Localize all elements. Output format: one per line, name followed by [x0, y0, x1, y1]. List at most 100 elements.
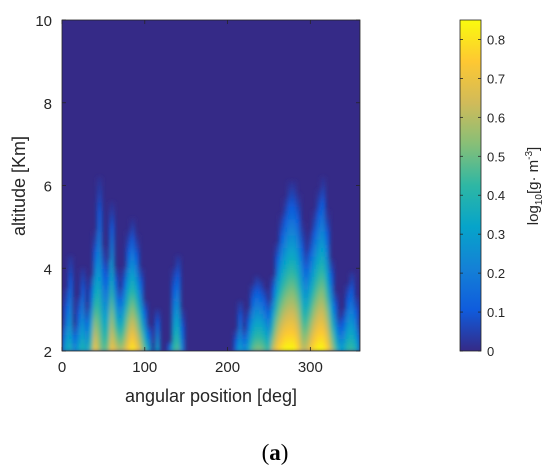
heatmap-cell: [258, 293, 264, 298]
heatmap-cell: [304, 251, 309, 257]
heatmap-cell: [242, 342, 247, 348]
heatmap-cell: [250, 305, 256, 311]
heatmap-cell: [291, 226, 297, 232]
heatmap-cell: [328, 284, 334, 290]
heatmap-cell: [312, 247, 318, 253]
heatmap-cell: [262, 317, 268, 323]
heatmap-cell: [126, 276, 131, 282]
heatmap-cell: [299, 309, 305, 315]
heatmap-cell: [328, 309, 334, 315]
heatmap-cell: [138, 268, 144, 273]
heatmap-cell: [291, 218, 297, 224]
heatmap-cell: [345, 330, 351, 336]
heatmap-cell: [308, 259, 314, 265]
heatmap-cell: [266, 326, 272, 331]
heatmap-cell: [283, 255, 289, 261]
heatmap-cell: [233, 338, 239, 344]
heatmap-cell: [117, 313, 123, 319]
heatmap-cell: [308, 255, 314, 261]
heatmap-cell: [308, 280, 314, 286]
heatmap-cell: [312, 280, 318, 286]
heatmap-cell: [68, 334, 73, 340]
heatmap-cell: [271, 288, 276, 294]
heatmap-cell: [308, 288, 314, 294]
heatmap-cell: [109, 202, 115, 207]
heatmap-cell: [283, 231, 289, 236]
heatmap-cell: [138, 313, 144, 319]
heatmap-cell: [80, 334, 86, 340]
heatmap-cell: [299, 251, 305, 257]
heatmap-cell: [146, 342, 152, 348]
heatmap-cell: [316, 280, 322, 286]
heatmap-cell: [271, 338, 276, 344]
heatmap-cell: [299, 305, 305, 311]
heatmap-cell: [68, 288, 73, 294]
heatmap-cell: [113, 346, 119, 351]
heatmap-cell: [93, 326, 98, 331]
heatmap-cell: [304, 346, 309, 351]
heatmap-cell: [109, 210, 115, 216]
heatmap-cell: [295, 317, 301, 323]
heatmap-cell: [349, 338, 355, 344]
heatmap-cell: [258, 301, 264, 307]
heatmap-cell: [328, 334, 334, 340]
heatmap-cell: [299, 222, 305, 228]
heatmap-cell: [283, 214, 289, 220]
heatmap-cell: [246, 330, 251, 336]
heatmap-cell: [175, 268, 181, 273]
heatmap-cell: [328, 276, 334, 282]
heatmap-cell: [275, 322, 280, 327]
heatmap-cell: [353, 305, 359, 311]
heatmap-cell: [250, 330, 256, 336]
heatmap-cell: [275, 284, 280, 290]
heatmap-cell: [64, 288, 69, 294]
heatmap-cell: [62, 346, 65, 351]
heatmap-cell: [283, 268, 289, 273]
heatmap-cell: [324, 334, 330, 340]
heatmap-cell: [134, 243, 140, 249]
heatmap-cell: [291, 193, 297, 199]
heatmap-cell: [275, 247, 280, 253]
heatmap-cell: [68, 346, 73, 351]
heatmap-cell: [134, 276, 140, 282]
heatmap-cell: [324, 293, 330, 298]
heatmap-cell: [262, 313, 268, 319]
heatmap-cell: [117, 317, 123, 323]
heatmap-cell: [130, 322, 136, 327]
heatmap-cell: [283, 342, 289, 348]
heatmap-cell: [109, 330, 115, 336]
heatmap-cell: [316, 309, 322, 315]
heatmap-cell: [242, 338, 247, 344]
heatmap-cell: [316, 317, 322, 323]
heatmap-cell: [254, 280, 260, 286]
heatmap-cell: [349, 288, 355, 294]
heatmap-cell: [155, 309, 160, 315]
heatmap-cell: [328, 259, 334, 265]
heatmap-cell: [126, 259, 131, 265]
heatmap-cell: [316, 239, 322, 245]
heatmap-cell: [72, 346, 78, 351]
heatmap-cell: [179, 317, 185, 323]
heatmap-cell: [349, 322, 355, 327]
heatmap-cell: [76, 317, 82, 323]
heatmap-cell: [320, 280, 326, 286]
heatmap-cell: [142, 322, 148, 327]
heatmap-cell: [93, 305, 98, 311]
heatmap-cell: [109, 301, 115, 307]
heatmap-cell: [117, 330, 123, 336]
heatmap-cell: [134, 268, 140, 273]
heatmap-cell: [275, 309, 280, 315]
heatmap-cell: [126, 268, 131, 273]
heatmap-cell: [316, 193, 322, 199]
heatmap-cell: [279, 330, 285, 336]
heatmap-cell: [93, 322, 98, 327]
heatmap-cell: [130, 330, 136, 336]
heatmap-cell: [271, 309, 276, 315]
heatmap-cell: [295, 210, 301, 216]
heatmap-cell: [279, 268, 285, 273]
heatmap-cell: [353, 309, 359, 315]
x-axis-label: angular position [deg]: [125, 386, 297, 406]
heatmap-cell: [93, 276, 98, 282]
heatmap-cell: [316, 293, 322, 298]
